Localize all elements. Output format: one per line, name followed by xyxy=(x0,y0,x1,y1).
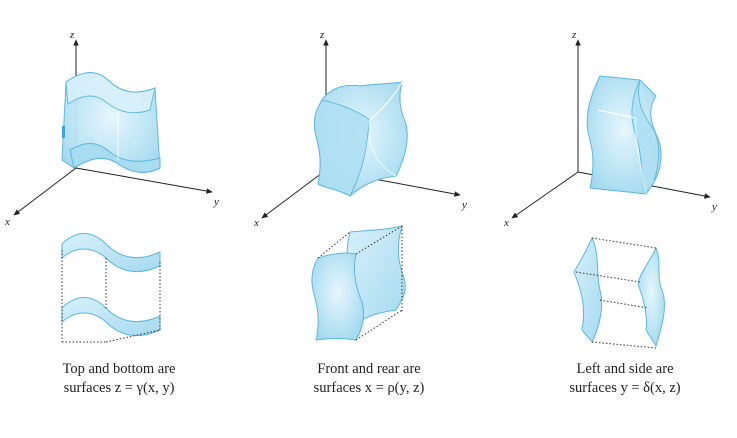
panel-front-rear: z y x xyxy=(253,29,467,341)
bottom-surface xyxy=(69,143,161,173)
solid-panel-1 xyxy=(61,72,161,173)
caption-line-2: surfaces x = ρ(y, z) xyxy=(313,380,425,396)
y-axis-label: y xyxy=(213,196,219,208)
x-axis xyxy=(511,171,579,219)
left-surface-piece xyxy=(573,236,603,343)
side-surface-piece xyxy=(637,246,665,348)
bottom-surface-piece xyxy=(61,297,161,337)
panel-left-side: z y x xyxy=(503,29,717,349)
x-axis xyxy=(13,167,77,216)
caption-line-2: surfaces y = δ(x, z) xyxy=(569,380,681,396)
top-surface-piece xyxy=(61,233,161,273)
exploded-panel-1 xyxy=(61,233,161,343)
z-axis-label: z xyxy=(69,29,75,41)
caption-left-side: Left and side are surfaces y = δ(x, z) xyxy=(520,360,730,398)
exploded-panel-2 xyxy=(311,225,406,341)
caption-line-1: Top and bottom are xyxy=(62,361,176,377)
x-axis-label: x xyxy=(4,216,10,228)
solid-panel-3 xyxy=(586,75,662,196)
z-axis-label: z xyxy=(319,29,325,41)
x-axis-label: x xyxy=(503,217,509,229)
panel-top-bottom: z y x xyxy=(4,29,219,343)
caption-top-bottom: Top and bottom are surfaces z = γ(x, y) xyxy=(14,360,224,398)
edge-mark xyxy=(62,126,65,138)
z-axis-label: z xyxy=(571,29,577,41)
caption-line-1: Front and rear are xyxy=(317,361,421,377)
caption-line-1: Left and side are xyxy=(576,361,674,377)
dotted-frame xyxy=(317,225,403,341)
top-surface xyxy=(65,72,156,114)
y-axis-label: y xyxy=(461,199,467,211)
caption-line-2: surfaces z = γ(x, y) xyxy=(63,380,175,396)
exploded-panel-3 xyxy=(573,236,665,349)
x-axis-label: x xyxy=(253,217,259,229)
y-axis-label: y xyxy=(711,201,717,213)
caption-front-rear: Front and rear are surfaces x = ρ(y, z) xyxy=(264,360,474,398)
dotted-frame xyxy=(61,250,161,343)
side-surface xyxy=(631,79,660,196)
x-axis xyxy=(261,169,327,219)
front-surface xyxy=(313,99,371,197)
solid-panel-2 xyxy=(313,81,408,197)
dotted-frame xyxy=(575,237,657,349)
y-axis xyxy=(75,167,213,194)
